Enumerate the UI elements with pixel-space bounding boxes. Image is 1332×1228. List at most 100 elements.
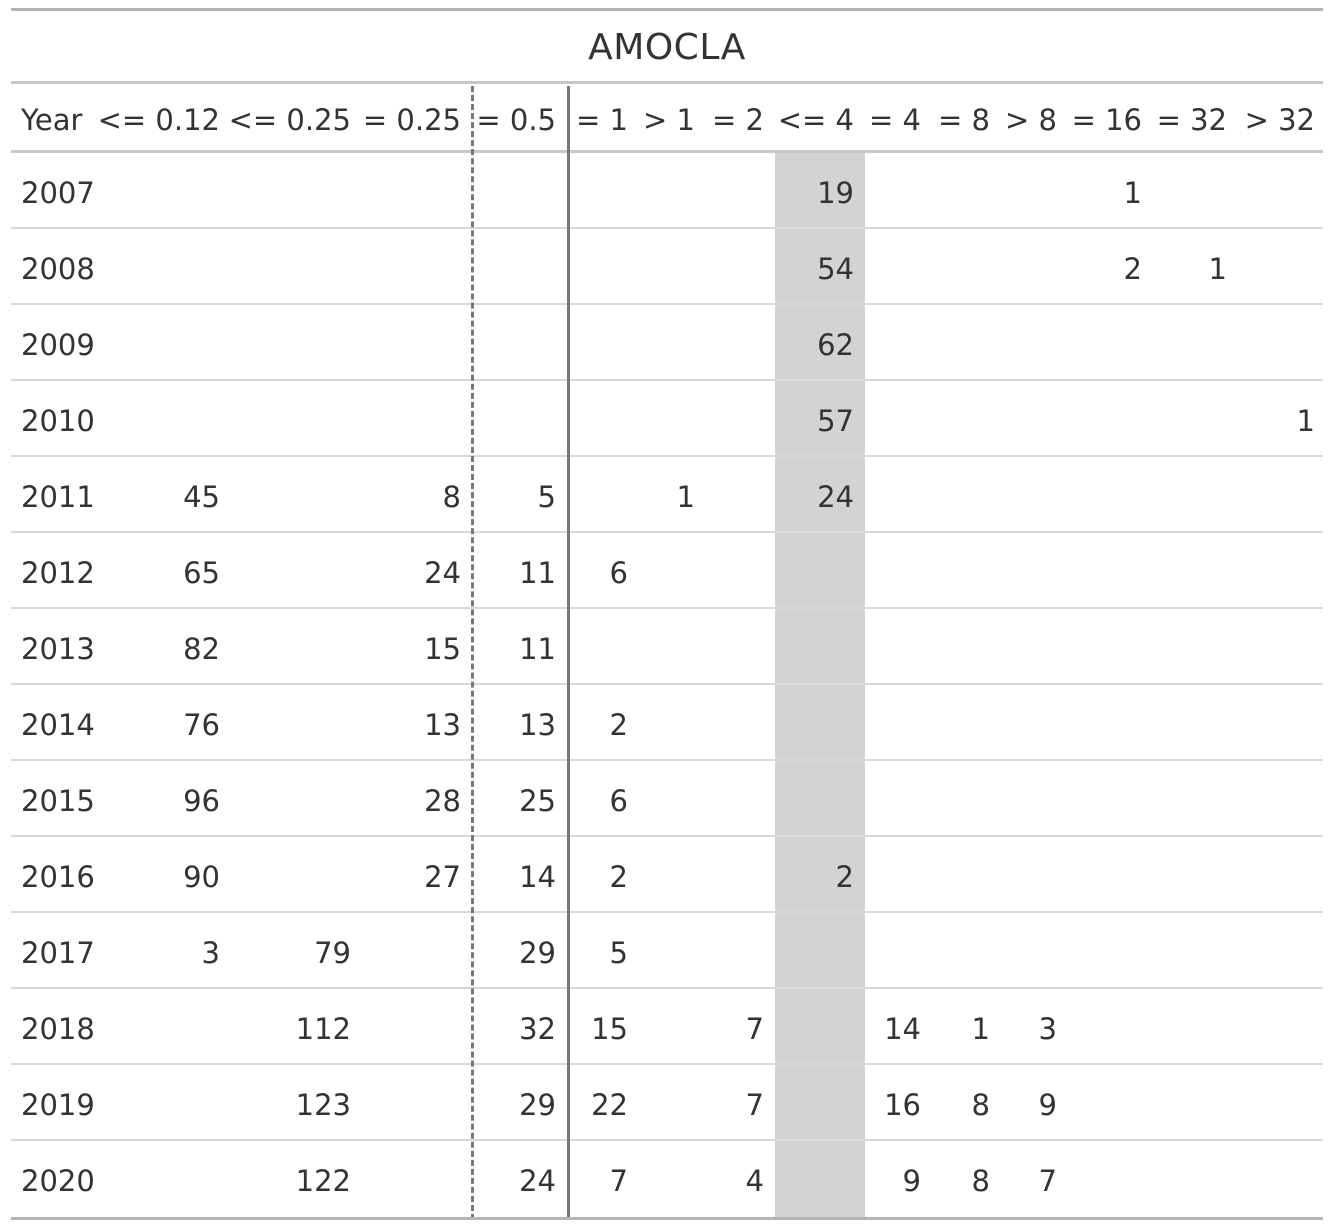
- dashed-breakpoint-line: [471, 86, 474, 1220]
- highlight-column-band: [775, 153, 865, 1220]
- count-cell: 15: [591, 1012, 628, 1046]
- count-cell: 2: [1123, 252, 1142, 286]
- solid-breakpoint-line: [567, 86, 570, 1220]
- count-cell: 8: [442, 480, 461, 514]
- count-cell: 24: [424, 556, 461, 590]
- count-cell: 14: [519, 860, 556, 894]
- column-header-le-4: <= 4: [777, 103, 854, 137]
- count-cell: 11: [519, 632, 556, 666]
- count-cell: 1: [676, 480, 695, 514]
- count-cell: 3: [201, 936, 220, 970]
- count-cell: 5: [537, 480, 556, 514]
- mic-distribution-table: AMOCLA Year <= 0.12 <= 0.25 = 0.25 = 0.5 = 1 >…: [11, 8, 1323, 1220]
- column-header-eq-0p25: = 0.25: [362, 103, 461, 137]
- year-cell: 2008: [21, 252, 95, 286]
- count-cell: 13: [519, 708, 556, 742]
- table-row: 2010 57 1: [11, 381, 1323, 457]
- count-cell: 79: [314, 936, 351, 970]
- column-header-eq-8: = 8: [938, 103, 990, 137]
- top-rule: [11, 8, 1323, 11]
- count-cell: 28: [424, 784, 461, 818]
- table-row: 2019 123 29 22 7 16 8 9: [11, 1065, 1323, 1141]
- year-cell: 2016: [21, 860, 95, 894]
- row-divider: [11, 759, 1323, 761]
- year-cell: 2017: [21, 936, 95, 970]
- year-cell: 2007: [21, 176, 95, 210]
- column-header-eq-2: = 2: [712, 103, 764, 137]
- row-divider: [11, 911, 1323, 913]
- row-divider: [11, 455, 1323, 457]
- count-cell: 2: [609, 860, 628, 894]
- row-divider: [11, 1063, 1323, 1065]
- count-cell: 4: [745, 1164, 764, 1198]
- table-row: 2009 62: [11, 305, 1323, 381]
- column-header-gt-8: > 8: [1005, 103, 1057, 137]
- count-cell: 32: [519, 1012, 556, 1046]
- count-cell: 14: [884, 1012, 921, 1046]
- count-cell: 112: [295, 1012, 351, 1046]
- row-divider: [11, 987, 1323, 989]
- year-cell: 2009: [21, 328, 95, 362]
- table-row: 2008 54 2 1: [11, 229, 1323, 305]
- column-header-le-0p12: <= 0.12: [97, 103, 220, 137]
- count-cell: 9: [902, 1164, 921, 1198]
- table-row: 2011 45 8 5 1 24: [11, 457, 1323, 533]
- year-cell: 2012: [21, 556, 95, 590]
- table-row: 2015 96 28 25 6: [11, 761, 1323, 837]
- count-cell: 54: [817, 252, 854, 286]
- column-header-eq-16: = 16: [1071, 103, 1142, 137]
- table-row: 2016 90 27 14 2 2: [11, 837, 1323, 913]
- count-cell: 27: [424, 860, 461, 894]
- count-cell: 29: [519, 1088, 556, 1122]
- count-cell: 22: [591, 1088, 628, 1122]
- count-cell: 1: [1123, 176, 1142, 210]
- count-cell: 5: [609, 936, 628, 970]
- count-cell: 24: [817, 480, 854, 514]
- row-divider: [11, 607, 1323, 609]
- count-cell: 1: [971, 1012, 990, 1046]
- count-cell: 96: [183, 784, 220, 818]
- header-rule: [11, 150, 1323, 153]
- count-cell: 57: [817, 404, 854, 438]
- count-cell: 82: [183, 632, 220, 666]
- table-row: 2014 76 13 13 2: [11, 685, 1323, 761]
- count-cell: 2: [609, 708, 628, 742]
- year-cell: 2010: [21, 404, 95, 438]
- year-cell: 2011: [21, 480, 95, 514]
- count-cell: 7: [745, 1012, 764, 1046]
- count-cell: 19: [817, 176, 854, 210]
- count-cell: 1: [1296, 404, 1315, 438]
- table-row: 2007 19 1: [11, 153, 1323, 229]
- column-header-year: Year: [21, 103, 83, 137]
- column-header-eq-32: = 32: [1156, 103, 1227, 137]
- table-title: AMOCLA: [588, 27, 746, 68]
- count-cell: 6: [609, 784, 628, 818]
- table-row: 2012 65 24 11 6: [11, 533, 1323, 609]
- count-cell: 2: [835, 860, 854, 894]
- count-cell: 8: [971, 1088, 990, 1122]
- count-cell: 6: [609, 556, 628, 590]
- count-cell: 11: [519, 556, 556, 590]
- year-cell: 2020: [21, 1164, 95, 1198]
- count-cell: 25: [519, 784, 556, 818]
- count-cell: 1: [1208, 252, 1227, 286]
- column-header-le-0p25: <= 0.25: [228, 103, 351, 137]
- count-cell: 9: [1038, 1088, 1057, 1122]
- row-divider: [11, 683, 1323, 685]
- year-cell: 2013: [21, 632, 95, 666]
- year-cell: 2015: [21, 784, 95, 818]
- count-cell: 3: [1038, 1012, 1057, 1046]
- row-divider: [11, 303, 1323, 305]
- row-divider: [11, 1139, 1323, 1141]
- year-cell: 2014: [21, 708, 95, 742]
- table-row: 2020 122 24 7 4 9 8 7: [11, 1141, 1323, 1217]
- count-cell: 15: [424, 632, 461, 666]
- count-cell: 90: [183, 860, 220, 894]
- count-cell: 7: [609, 1164, 628, 1198]
- row-divider: [11, 379, 1323, 381]
- count-cell: 8: [971, 1164, 990, 1198]
- title-rule: [11, 81, 1323, 84]
- count-cell: 7: [745, 1088, 764, 1122]
- count-cell: 29: [519, 936, 556, 970]
- column-header-eq-0p5: = 0.5: [476, 103, 556, 137]
